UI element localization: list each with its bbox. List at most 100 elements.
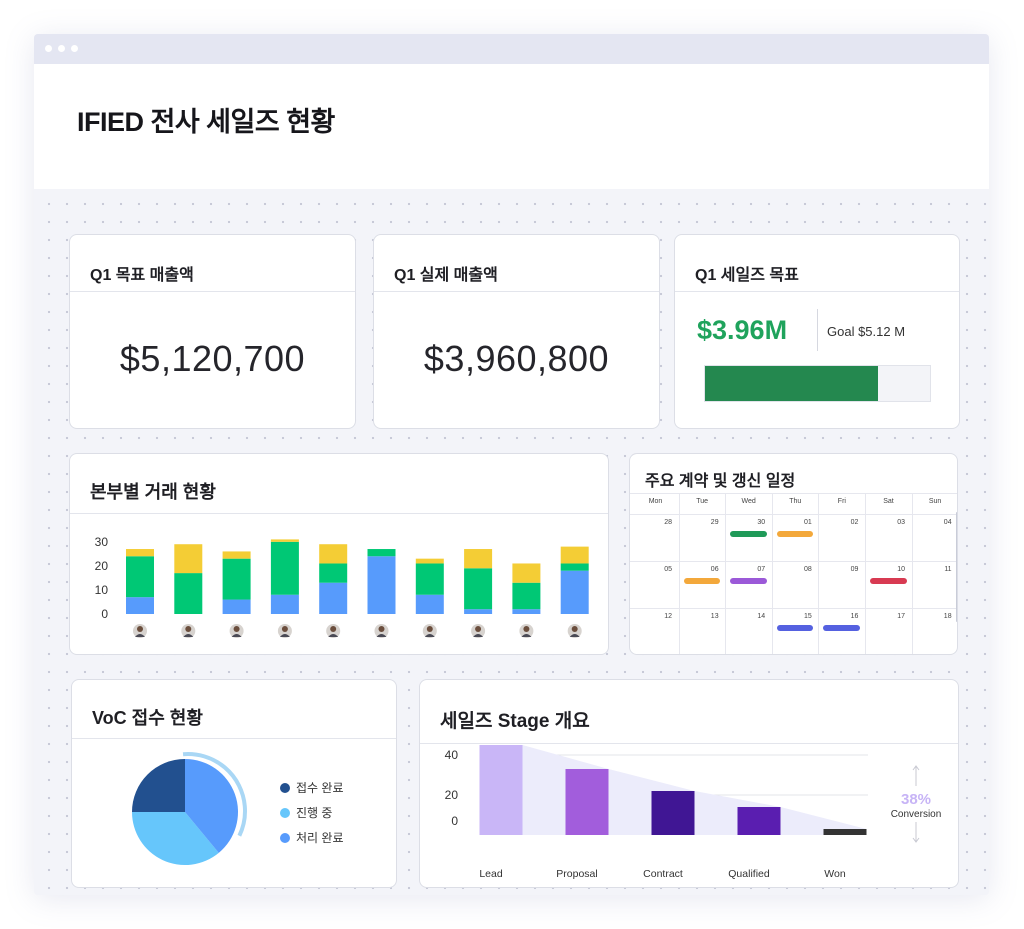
calendar-date[interactable]: 04 [943, 519, 952, 526]
y-tick-label: 40 [445, 748, 459, 762]
calendar-date[interactable]: 28 [664, 519, 672, 526]
legend-label: 처리 완료 [296, 831, 344, 845]
legend-item: 진행 중 [280, 804, 332, 821]
conversion-arrow-down-icon [912, 837, 920, 843]
calendar-date[interactable]: 03 [897, 519, 905, 526]
calendar-date[interactable]: 15 [804, 613, 812, 620]
calendar-gridline [630, 608, 957, 609]
calendar-date[interactable]: 12 [664, 613, 672, 620]
calendar-title: 주요 계약 및 갱신 일정 [645, 473, 796, 490]
person-avatar-icon [133, 624, 147, 638]
bar-segment [415, 558, 444, 564]
calendar-date[interactable]: 10 [897, 566, 905, 573]
calendar-date[interactable]: 07 [757, 566, 766, 573]
person-avatar-icon [374, 624, 389, 638]
y-tick-label: 0 [451, 814, 458, 828]
calendar-gridline [911, 493, 913, 654]
calendar-gridline [630, 561, 957, 562]
calendar-date[interactable]: 13 [710, 613, 719, 620]
stage-bar [823, 829, 867, 835]
calendar-day-header: Sat [883, 498, 894, 505]
goal-value: $3.96M [697, 315, 788, 345]
bar-segment [512, 563, 541, 583]
bar-segment [319, 582, 348, 614]
bar-segment [126, 549, 154, 557]
page-title: IFIED 전사 세일즈 현황 [77, 107, 335, 137]
x-tick-label: Contract [643, 868, 683, 880]
bar-segment [126, 556, 154, 598]
calendar-day-header: Wed [741, 498, 756, 505]
card-divider [675, 291, 959, 292]
bar-segment [367, 549, 396, 557]
bar-segment [464, 549, 493, 569]
person-avatar-icon [229, 624, 244, 638]
deals-chart: 0 10 20 30 [95, 535, 589, 638]
person-avatar-icon [277, 624, 292, 638]
calendar-date[interactable]: 18 [943, 613, 952, 620]
person-avatar-icon [519, 624, 534, 638]
calendar-date[interactable]: 05 [664, 566, 672, 573]
calendar-event[interactable] [683, 578, 721, 584]
calendar-event[interactable] [730, 531, 767, 537]
y-tick-label: 20 [95, 559, 109, 573]
calendar-gridline [678, 493, 680, 654]
goal-card[interactable]: Q1 세일즈 목표 $3.96M Goal $5.12 M [674, 234, 960, 429]
calendar-event[interactable] [870, 578, 907, 584]
calendar-event[interactable] [776, 625, 814, 631]
conversion-label: Conversion [891, 809, 942, 820]
bar-segment [174, 544, 203, 574]
bar-segment [174, 573, 203, 614]
bar-segment [512, 582, 541, 610]
bar-segment [126, 597, 154, 614]
goal-progress-bar [704, 365, 931, 402]
calendar-day-header: Mon [648, 498, 663, 505]
calendar-date[interactable]: 09 [850, 566, 859, 573]
stage-bar [651, 791, 695, 835]
legend-item: 접수 완료 [280, 779, 344, 796]
calendar-date[interactable]: 16 [850, 613, 859, 620]
dashboard-window: IFIED 전사 세일즈 현황 Q1 목표 매출액 $5,120,700 Q1 … [34, 34, 989, 895]
bar-segment [415, 563, 444, 595]
bar-segment [560, 563, 589, 571]
calendar-scrollbar[interactable] [956, 512, 957, 622]
calendar-gridline [630, 493, 957, 494]
stage-card[interactable]: 세일즈 Stage 개요 38% Conversion 0 20 40 Lead Pro… [419, 679, 959, 888]
goal-title: Q1 세일즈 목표 [695, 267, 799, 284]
calendar-date[interactable]: 30 [757, 519, 766, 526]
card-divider [70, 291, 355, 292]
y-tick-label: 0 [101, 607, 108, 621]
window-dot-icon [71, 45, 78, 52]
calendar-gridline [630, 514, 957, 515]
calendar-date[interactable]: 17 [897, 613, 905, 620]
y-tick-label: 10 [95, 583, 109, 597]
kpi-card-actual[interactable]: Q1 실제 매출액 $3,960,800 [373, 234, 660, 429]
calendar-date[interactable]: 08 [804, 566, 812, 573]
calendar-date[interactable]: 06 [710, 566, 719, 573]
calendar-gridline [818, 493, 820, 654]
bar-segment [560, 546, 589, 564]
bar-segment [270, 539, 299, 542]
calendar-date[interactable]: 11 [944, 566, 952, 573]
pie-slice [132, 812, 219, 865]
kpi-card-target[interactable]: Q1 목표 매출액 $5,120,700 [69, 234, 356, 429]
voc-card[interactable]: VoC 접수 현황 접수 완료 진행 중 처리 완료 [71, 679, 397, 888]
calendar-date[interactable]: 14 [757, 613, 766, 620]
window-titlebar [34, 34, 989, 64]
deals-title: 본부별 거래 현황 [90, 482, 216, 502]
calendar-date[interactable]: 29 [710, 519, 719, 526]
bar-segment [367, 556, 396, 614]
page-header: IFIED 전사 세일즈 현황 [34, 64, 989, 189]
deals-card[interactable]: 본부별 거래 현황 0 10 20 30 [69, 453, 609, 655]
pie-slice [132, 759, 185, 812]
calendar-event[interactable] [730, 578, 767, 584]
calendar-event[interactable] [823, 625, 860, 631]
calendar-date[interactable]: 02 [850, 519, 859, 526]
bar-segment [319, 544, 348, 564]
calendar-event[interactable] [776, 531, 814, 537]
card-divider [70, 513, 608, 514]
calendar-date[interactable]: 01 [804, 519, 812, 526]
bar-segment [222, 599, 251, 614]
window-dot-icon [45, 45, 52, 52]
voc-title: VoC 접수 현황 [92, 708, 203, 728]
calendar-card[interactable]: 주요 계약 및 갱신 일정 Mon Tue Wed Thu Fri Sat Sun 28 29 3… [629, 453, 958, 655]
